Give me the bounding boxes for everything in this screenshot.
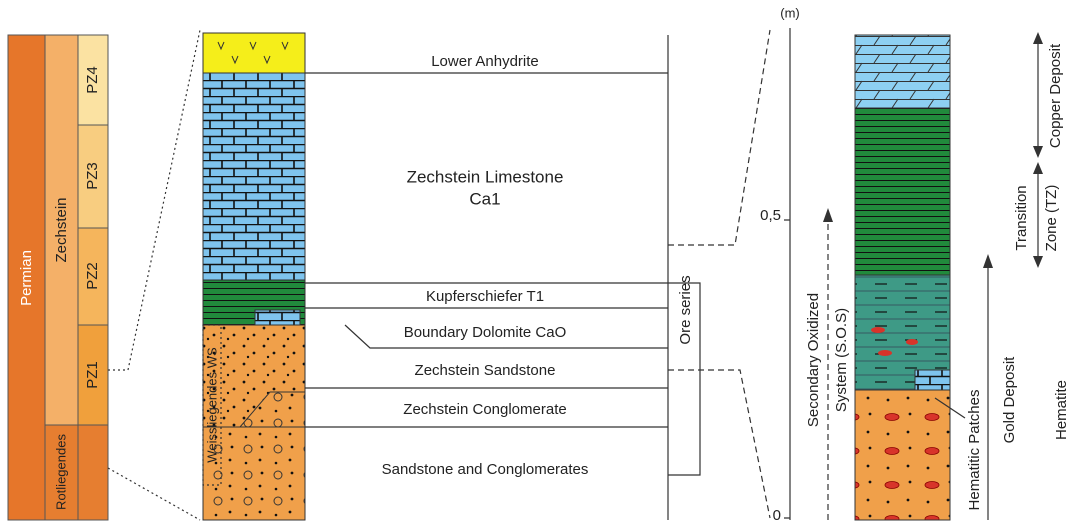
hematite-label: Hematite <box>1053 380 1070 440</box>
arrow-head <box>823 208 833 222</box>
transition-label: Transition <box>1013 185 1030 250</box>
profile-dolomite <box>915 370 950 390</box>
diagram: Permian Zechstein Rotliegendes PZ4 PZ3 P… <box>0 0 1073 526</box>
layer-label: Zechstein Limestone <box>407 167 564 186</box>
layer-label: Boundary Dolomite CaO <box>404 324 567 341</box>
zoom-dash <box>668 30 770 518</box>
pz1-label: PZ1 <box>84 361 101 389</box>
zechstein-label: Zechstein <box>53 197 70 262</box>
profile-sandstone <box>855 390 950 520</box>
scale-tick: 0,5 <box>760 207 781 224</box>
transition-label: Zone (TZ) <box>1043 185 1060 252</box>
ore-series-label: Ore series <box>677 275 694 344</box>
layer-label: Sandstone and Conglomerates <box>382 461 589 478</box>
layer-label: Zechstein Sandstone <box>415 362 556 379</box>
pz3-label: PZ3 <box>84 162 101 190</box>
scale-unit: (m) <box>780 5 800 20</box>
layer-label: Kupferschiefer T1 <box>426 288 544 305</box>
arrow-head <box>983 254 993 268</box>
anhydrite-layer <box>203 33 305 73</box>
limestone-layer <box>203 73 305 280</box>
permian-label: Permian <box>18 250 35 306</box>
weissliegendes-label: Weissliegendes WS <box>204 347 219 463</box>
rotliegendes-label: Rotliegendes <box>53 434 68 510</box>
sos-label: Secondary Oxidized <box>805 293 822 427</box>
scale-tick: 0 <box>773 507 781 524</box>
sos-label: System (S.O.S) <box>833 308 850 412</box>
layer-label: Zechstein Conglomerate <box>403 401 566 418</box>
scale-axis <box>784 28 790 520</box>
layer-label: Ca1 <box>469 189 500 208</box>
label-lines <box>305 35 700 520</box>
lower-band <box>78 425 108 520</box>
pz2-label: PZ2 <box>84 262 101 290</box>
copper-label: Copper Deposit <box>1047 43 1064 148</box>
gold-label: Gold Deposit <box>1001 356 1018 444</box>
patches-label: Hematitic Patches <box>966 390 983 511</box>
profile-shale <box>855 108 950 275</box>
zoom-lines <box>108 30 200 520</box>
dolomite-layer <box>255 310 300 325</box>
pz4-label: PZ4 <box>84 66 101 94</box>
layer-label: Lower Anhydrite <box>431 53 539 70</box>
profile-limestone <box>855 35 950 108</box>
